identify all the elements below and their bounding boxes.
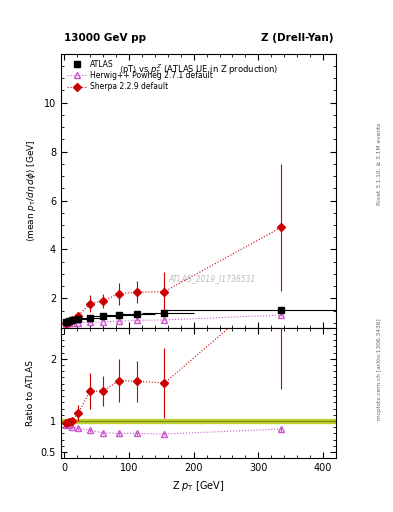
X-axis label: Z $p_\mathrm{T}$ [GeV]: Z $p_\mathrm{T}$ [GeV] (172, 479, 225, 493)
Text: Rivet 3.1.10, ≥ 3.1M events: Rivet 3.1.10, ≥ 3.1M events (377, 123, 382, 205)
Bar (61, 419, 336, 423)
Text: ATLAS_2019_I1736531: ATLAS_2019_I1736531 (169, 274, 256, 283)
Text: 13000 GeV pp: 13000 GeV pp (64, 33, 146, 43)
Y-axis label: $\langle$mean $p_\mathrm{T}/d\eta\,d\phi\rangle$ [GeV]: $\langle$mean $p_\mathrm{T}/d\eta\,d\phi… (25, 139, 38, 242)
Text: mcplots.cern.ch [arXiv:1306.3436]: mcplots.cern.ch [arXiv:1306.3436] (377, 318, 382, 419)
Y-axis label: Ratio to ATLAS: Ratio to ATLAS (26, 360, 35, 426)
Text: $\langle$pT$\rangle$ vs $p^{Z}_{T}$ (ATLAS UE in Z production): $\langle$pT$\rangle$ vs $p^{Z}_{T}$ (ATL… (119, 62, 278, 77)
Text: Z (Drell-Yan): Z (Drell-Yan) (261, 33, 333, 43)
Legend: ATLAS, Herwig++ Powheg 2.7.1 default, Sherpa 2.2.9 default: ATLAS, Herwig++ Powheg 2.7.1 default, Sh… (65, 57, 215, 94)
